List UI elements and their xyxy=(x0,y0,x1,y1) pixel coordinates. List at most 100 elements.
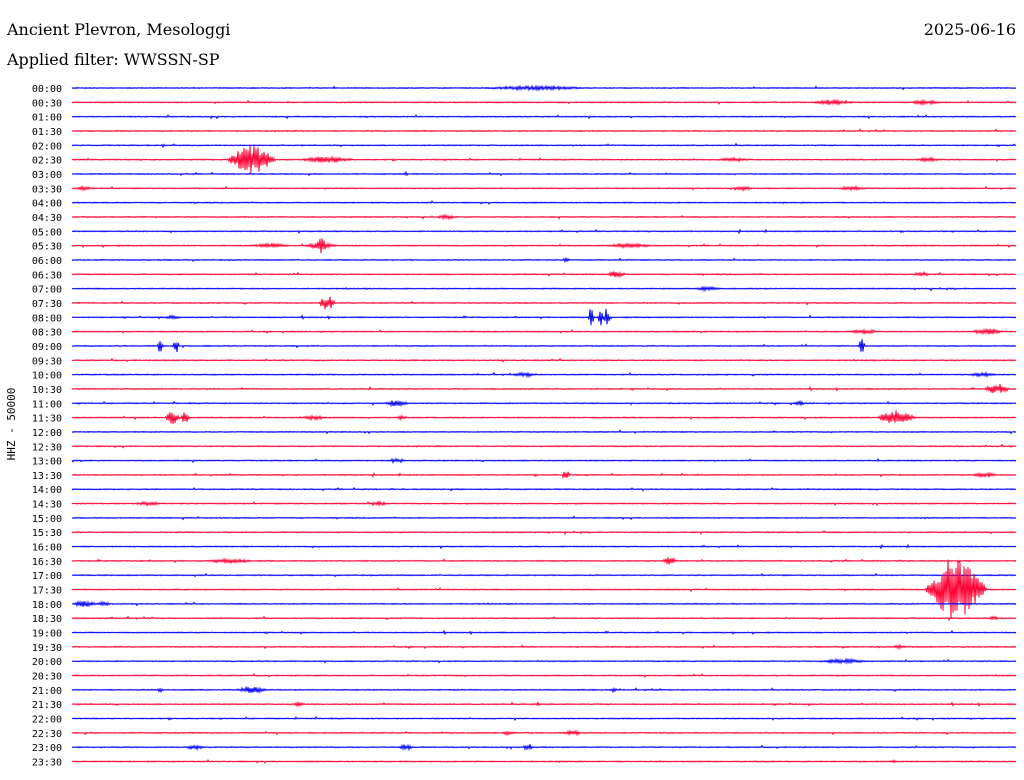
seismic-trace xyxy=(71,685,1017,694)
seismic-trace xyxy=(71,270,1017,279)
row-time-label: 08:30 xyxy=(32,328,62,339)
row-time-label: 01:30 xyxy=(32,127,62,138)
seismic-trace xyxy=(71,296,1017,310)
row-time-label: 23:00 xyxy=(32,743,62,754)
row-time-label: 20:30 xyxy=(32,672,62,683)
seismic-trace xyxy=(71,572,1017,578)
row-time-label: 17:30 xyxy=(32,586,62,597)
seismic-trace xyxy=(71,170,1017,177)
seismic-trace xyxy=(71,486,1017,492)
row-time-label: 00:00 xyxy=(32,84,62,95)
row-time-label: 11:00 xyxy=(32,399,62,410)
row-time-label: 15:30 xyxy=(32,528,62,539)
row-time-label: 12:00 xyxy=(32,428,62,439)
row-time-label: 03:30 xyxy=(32,184,62,195)
record-date: 2025-06-16 xyxy=(923,20,1016,39)
row-time-label: 10:00 xyxy=(32,371,62,382)
row-time-label: 18:00 xyxy=(32,600,62,611)
row-time-label: 16:30 xyxy=(32,557,62,568)
seismic-trace xyxy=(71,327,1017,336)
seismic-trace xyxy=(71,256,1017,264)
seismic-trace xyxy=(71,743,1017,752)
row-time-label: 17:00 xyxy=(32,571,62,582)
seismic-trace xyxy=(71,200,1017,205)
seismic-trace xyxy=(71,338,1017,353)
seismic-trace xyxy=(71,559,1017,619)
row-time-label: 06:30 xyxy=(32,270,62,281)
row-time-label: 14:00 xyxy=(32,485,62,496)
row-time-label: 12:30 xyxy=(32,442,62,453)
row-time-label: 07:30 xyxy=(32,299,62,310)
seismic-trace xyxy=(71,443,1017,449)
row-time-label: 07:00 xyxy=(32,285,62,296)
seismic-trace xyxy=(71,128,1017,133)
seismic-trace xyxy=(71,308,1017,326)
seismic-trace xyxy=(71,600,1017,608)
row-time-label: 21:00 xyxy=(32,686,62,697)
row-time-label: 05:00 xyxy=(32,227,62,238)
row-time-label: 16:00 xyxy=(32,543,62,554)
seismic-trace xyxy=(71,515,1017,521)
channel-label: HHZ - 50000 xyxy=(5,388,18,461)
seismic-trace xyxy=(71,629,1017,636)
seismic-trace xyxy=(71,145,1017,173)
seismic-trace xyxy=(71,142,1017,149)
seismic-trace xyxy=(71,672,1017,679)
seismic-trace xyxy=(71,543,1017,550)
seismic-trace xyxy=(71,716,1017,722)
row-time-label: 18:30 xyxy=(32,614,62,625)
row-time-label: 23:30 xyxy=(32,758,62,769)
row-time-label: 02:30 xyxy=(32,156,62,167)
seismic-trace xyxy=(71,643,1017,651)
seismic-trace xyxy=(71,383,1017,394)
seismic-trace xyxy=(71,98,1017,107)
seismic-trace xyxy=(71,500,1017,508)
filter-label: Applied filter: WWSSN-SP xyxy=(7,50,220,69)
seismic-trace xyxy=(71,759,1017,764)
seismic-trace xyxy=(71,410,1017,425)
row-time-label: 13:00 xyxy=(32,457,62,468)
row-time-label: 19:30 xyxy=(32,643,62,654)
row-time-label: 06:00 xyxy=(32,256,62,267)
seismic-trace xyxy=(71,615,1017,621)
row-time-label: 14:30 xyxy=(32,500,62,511)
seismic-trace xyxy=(71,457,1017,464)
row-time-label: 13:30 xyxy=(32,471,62,482)
row-time-label: 15:00 xyxy=(32,514,62,525)
seismic-trace xyxy=(71,238,1017,254)
row-time-label: 21:30 xyxy=(32,700,62,711)
row-time-label: 22:30 xyxy=(32,729,62,740)
row-time-label: 10:30 xyxy=(32,385,62,396)
seismic-trace xyxy=(71,213,1017,221)
row-time-label: 05:30 xyxy=(32,242,62,253)
row-time-label: 09:00 xyxy=(32,342,62,353)
seismic-trace xyxy=(71,114,1017,120)
row-labels: 00:00 00:30 01:00 01:30 02:00 02:30 03:00 03:30… xyxy=(32,84,62,769)
seismic-trace xyxy=(71,357,1017,363)
seismic-trace xyxy=(71,530,1017,535)
row-time-label: 04:00 xyxy=(32,199,62,210)
seismic-trace xyxy=(71,228,1017,235)
row-time-label: 00:30 xyxy=(32,98,62,109)
seismic-trace xyxy=(71,700,1017,708)
row-time-label: 04:30 xyxy=(32,213,62,224)
seismic-trace xyxy=(71,557,1017,565)
row-time-label: 02:00 xyxy=(32,141,62,152)
row-time-label: 19:00 xyxy=(32,629,62,640)
seismic-trace xyxy=(71,429,1017,435)
seismic-trace xyxy=(71,399,1017,408)
row-time-label: 03:00 xyxy=(32,170,62,181)
row-time-label: 11:30 xyxy=(32,414,62,425)
traces xyxy=(71,84,1017,764)
seismic-trace xyxy=(71,184,1017,192)
row-time-label: 01:00 xyxy=(32,113,62,124)
station-title: Ancient Plevron, Mesologgi xyxy=(7,20,231,39)
seismic-trace xyxy=(71,729,1017,737)
seismic-trace xyxy=(71,370,1017,379)
row-time-label: 08:00 xyxy=(32,313,62,324)
row-time-label: 22:00 xyxy=(32,715,62,726)
seismic-trace xyxy=(71,285,1017,293)
row-time-label: 09:30 xyxy=(32,356,62,367)
row-time-label: 20:00 xyxy=(32,657,62,668)
